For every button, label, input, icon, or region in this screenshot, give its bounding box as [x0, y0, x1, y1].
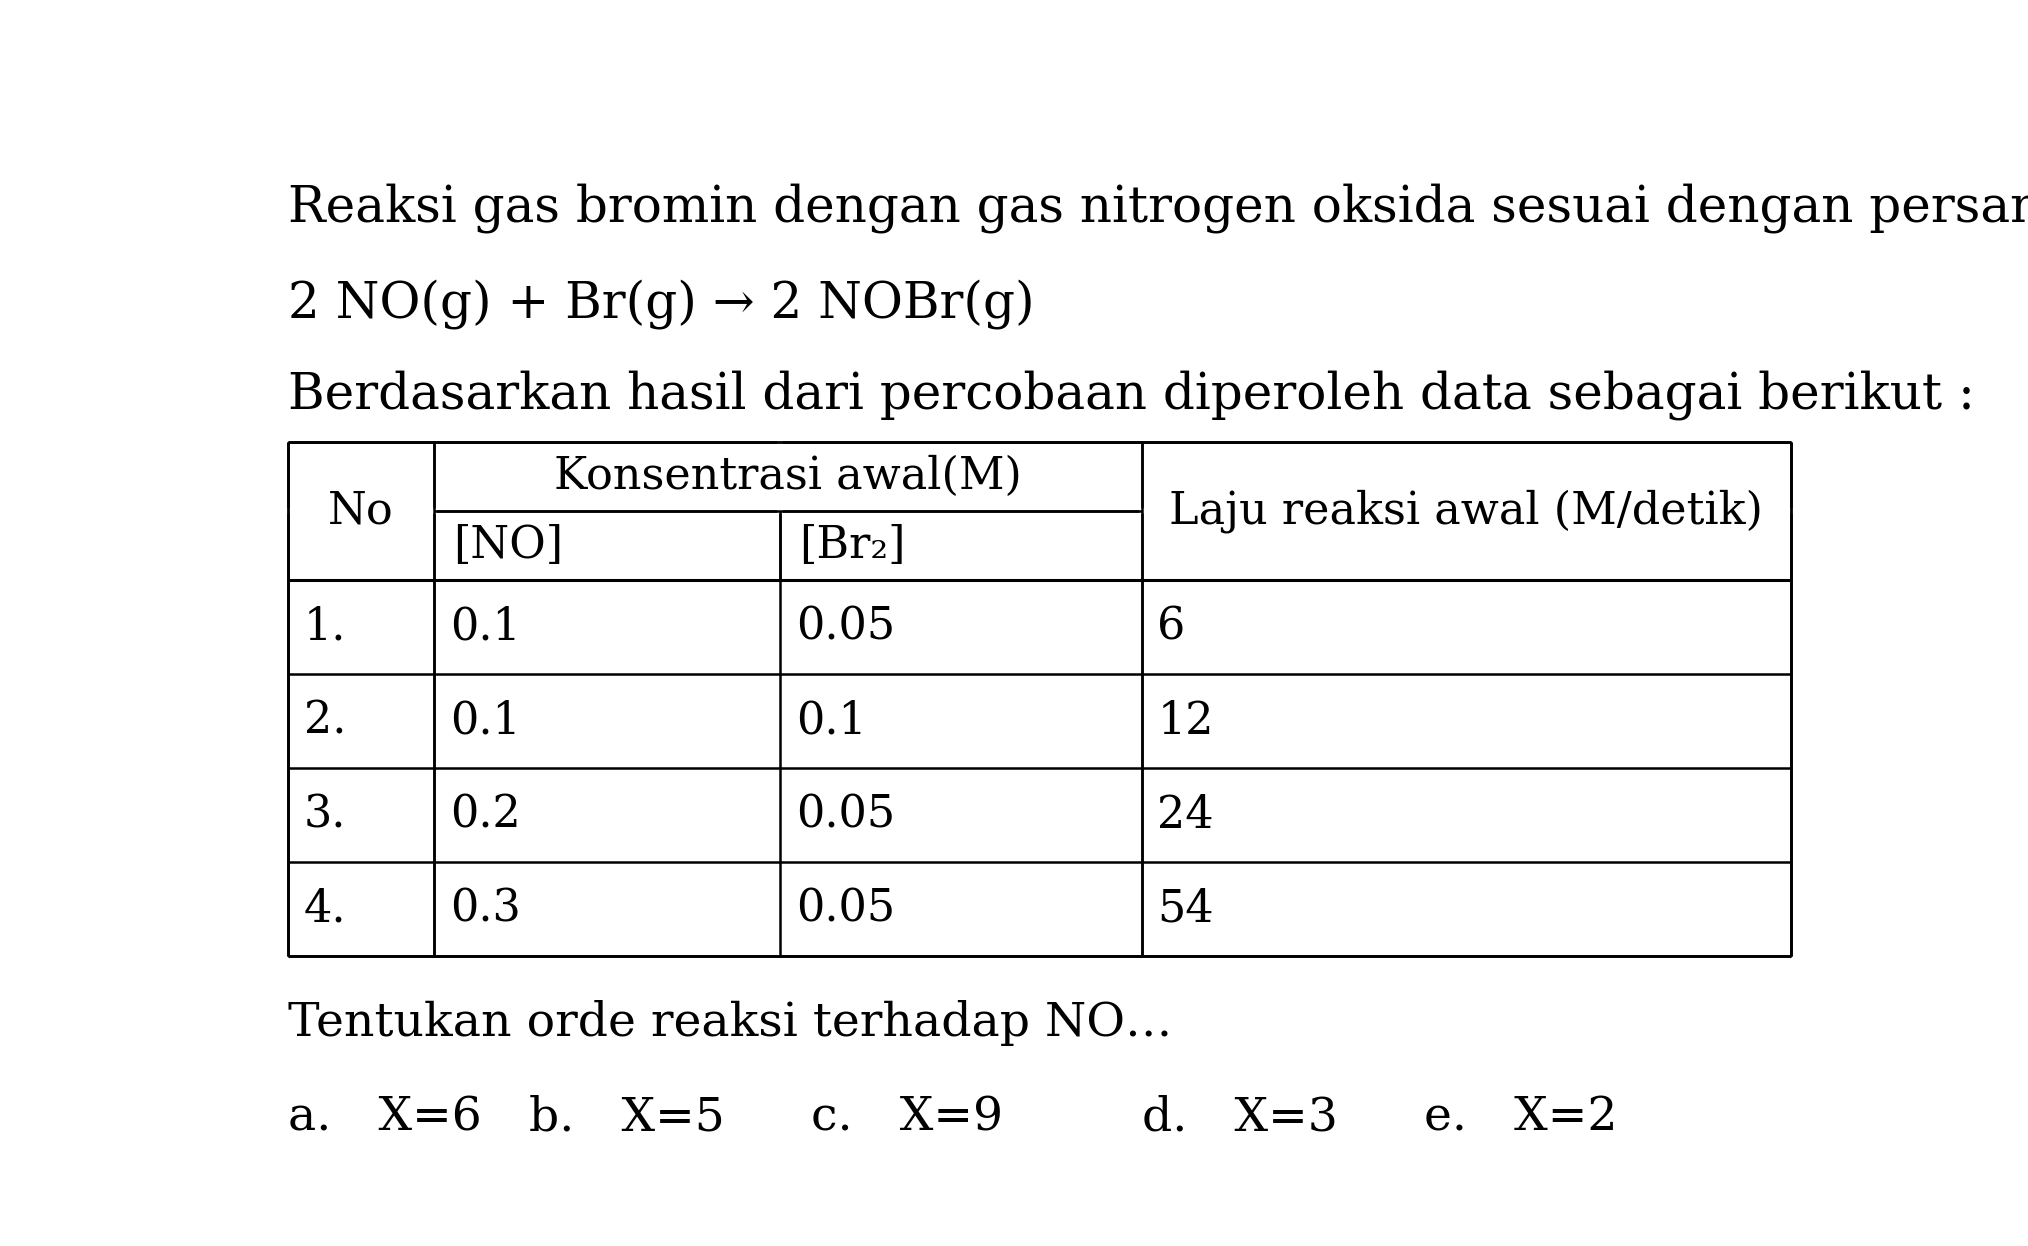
- Text: Laju reaksi awal (M/detik): Laju reaksi awal (M/detik): [1168, 490, 1762, 533]
- Text: 0.1: 0.1: [795, 700, 866, 743]
- Text: b. X=5: b. X=5: [529, 1095, 724, 1141]
- Text: d. X=3: d. X=3: [1142, 1095, 1336, 1141]
- Text: 2.: 2.: [304, 700, 347, 743]
- Text: 0.2: 0.2: [450, 794, 521, 837]
- Text: e. X=2: e. X=2: [1424, 1095, 1618, 1141]
- Text: Konsentrasi awal(M): Konsentrasi awal(M): [554, 455, 1022, 498]
- Text: 0.3: 0.3: [450, 888, 521, 931]
- Text: Berdasarkan hasil dari percobaan diperoleh data sebagai berikut :: Berdasarkan hasil dari percobaan diperol…: [288, 370, 1975, 420]
- Text: 2 NO(g) + Br(g) → 2 NOBr(g): 2 NO(g) + Br(g) → 2 NOBr(g): [288, 279, 1034, 329]
- Text: 24: 24: [1158, 794, 1215, 837]
- Text: 54: 54: [1158, 888, 1215, 931]
- Text: Reaksi gas bromin dengan gas nitrogen oksida sesuai dengan persamaan reaksi :: Reaksi gas bromin dengan gas nitrogen ok…: [288, 183, 2028, 233]
- Text: 6: 6: [1158, 606, 1186, 649]
- Text: 12: 12: [1158, 700, 1213, 743]
- Text: 0.05: 0.05: [795, 606, 894, 649]
- Text: No: No: [329, 490, 393, 533]
- Text: 0.1: 0.1: [450, 606, 521, 649]
- Text: 0.05: 0.05: [795, 794, 894, 837]
- Text: Tentukan orde reaksi terhadap NO…: Tentukan orde reaksi terhadap NO…: [288, 999, 1172, 1045]
- Text: a. X=6: a. X=6: [288, 1095, 483, 1141]
- Text: 0.1: 0.1: [450, 700, 521, 743]
- Text: [Br₂]: [Br₂]: [799, 525, 904, 567]
- Text: 3.: 3.: [304, 794, 347, 837]
- Text: 4.: 4.: [304, 888, 347, 931]
- Text: [NO]: [NO]: [452, 525, 564, 567]
- Text: 1.: 1.: [304, 606, 347, 649]
- Text: 0.05: 0.05: [795, 888, 894, 931]
- Text: c. X=9: c. X=9: [811, 1095, 1004, 1141]
